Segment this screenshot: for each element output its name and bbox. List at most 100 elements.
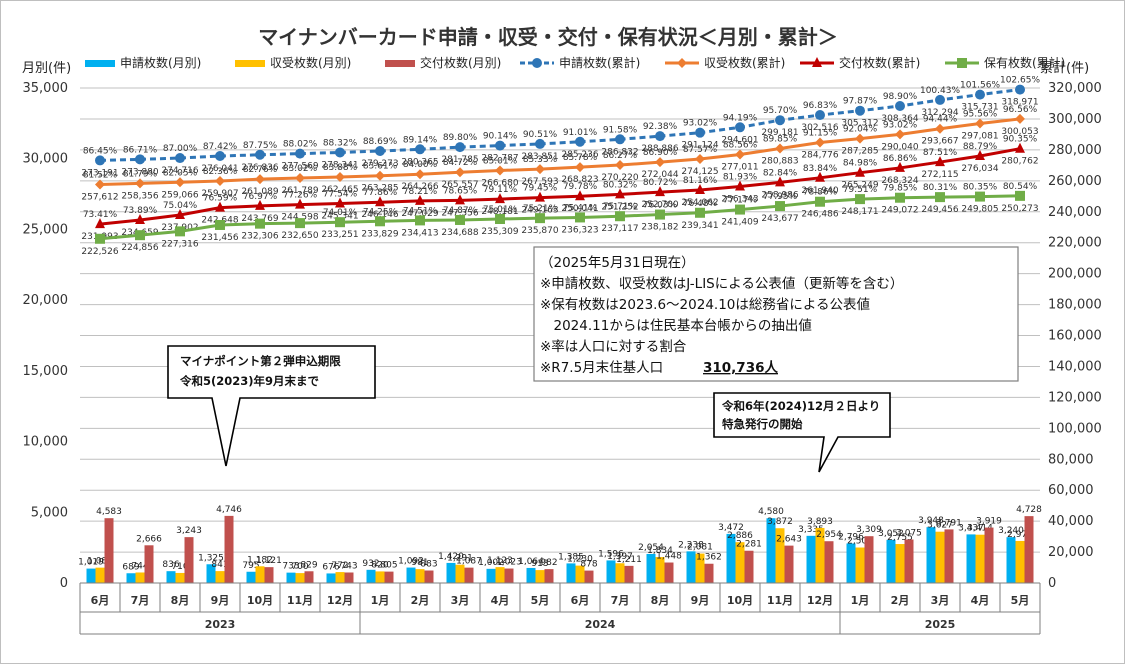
point-5-18 [815, 171, 825, 182]
bar-value-label: 1,362 [696, 553, 722, 563]
point-3-0 [95, 155, 105, 166]
bar-value-label: 820 [371, 560, 388, 570]
point-4-17 [775, 143, 785, 154]
cumulative-value-label: 235,309 [481, 227, 518, 237]
bar-value-label: 689 [122, 562, 139, 572]
rate-label: 92.04% [843, 125, 878, 135]
bar-1-3月 [446, 562, 456, 583]
bar-3-11月 [304, 571, 314, 583]
left-axis-title: 月別(件) [22, 61, 71, 76]
rate-label: 94.19% [723, 113, 758, 123]
bar-2-9月 [215, 571, 225, 583]
bar-3-10月 [264, 567, 274, 583]
bar-1-9月 [686, 551, 696, 583]
note-date: （2025年5月31日現在） [540, 255, 695, 271]
cumulative-value-label: 273,880 [121, 167, 158, 177]
point-6-15 [695, 207, 705, 218]
rate-label: 83.84% [803, 164, 838, 174]
point-6-0 [95, 233, 105, 244]
right-tick-label: 140,000 [1048, 359, 1102, 374]
right-tick-label: 280,000 [1048, 143, 1102, 158]
point-5-6 [335, 197, 345, 208]
cumulative-value-label: 266,680 [481, 178, 518, 188]
rate-label: 79.85% [883, 184, 918, 194]
point-5-8 [415, 194, 425, 205]
rate-label: 76.59% [203, 194, 238, 204]
right-tick-label: 180,000 [1048, 298, 1102, 313]
point-5-19 [855, 166, 865, 177]
rate-label: 96.56% [1003, 105, 1038, 115]
bar-value-label: 3,335 [798, 525, 824, 535]
rate-label: 93.02% [683, 119, 718, 129]
cumulative-value-label: 274,125 [681, 167, 718, 177]
cumulative-value-label: 265,249 [841, 181, 878, 191]
point-6-2 [175, 226, 185, 237]
rate-label: 74.87% [443, 206, 478, 216]
bar-value-label: 932 [362, 559, 379, 569]
rate-label: 86.86% [883, 154, 918, 164]
bar-value-label: 3,472 [718, 523, 744, 533]
cumulative-value-label: 274,716 [161, 166, 198, 176]
bar-1-3月 [926, 527, 936, 583]
cumulative-value-label: 263,285 [361, 184, 398, 194]
cumulative-value-label: 252,700 [641, 200, 678, 210]
callout-express-issue: 令和6年(2024)12月２日より 特急発行の開始 [713, 392, 891, 473]
bar-value-label: 982 [540, 558, 557, 568]
left-tick-label: 20,000 [23, 293, 69, 308]
cumulative-value-label: 261,089 [241, 187, 278, 197]
bar-value-label: 2,081 [687, 543, 713, 553]
rate-label: 76.97% [243, 192, 278, 202]
point-4-16 [735, 149, 745, 160]
rate-label: 86.71% [123, 145, 158, 155]
point-4-3 [215, 175, 225, 186]
callout-deadline-line1: マイナポイント第２弾申込期限 [180, 354, 341, 368]
rate-label: 87.75% [243, 141, 278, 151]
left-axis-ticks: 0 5,000 10,000 15,000 20,000 25,000 30,000 35,0… [23, 81, 69, 591]
rate-label: 75.21% [523, 204, 558, 214]
month-label: 9月 [211, 594, 230, 607]
point-4-12 [575, 162, 585, 173]
bar-3-5月 [544, 569, 554, 583]
cumulative-value-label: 248,181 [481, 207, 518, 217]
rate-label: 100.43% [920, 86, 960, 96]
cumulative-value-label: 251,252 [601, 202, 638, 212]
cumulative-value-label: 249,072 [881, 206, 918, 216]
bar-value-label: 1,291 [447, 554, 473, 564]
bar-3-11月 [784, 545, 794, 583]
rate-label: 87.51% [923, 148, 958, 158]
point-4-13 [615, 160, 625, 171]
bar-value-label: 3,243 [176, 526, 202, 536]
point-6-22 [975, 191, 985, 202]
right-tick-label: 0 [1048, 576, 1056, 591]
right-tick-label: 260,000 [1048, 174, 1102, 189]
point-5-17 [775, 176, 785, 187]
point-6-17 [775, 201, 785, 212]
bar-1-5月 [526, 567, 536, 583]
month-label: 7月 [611, 594, 630, 607]
bar-value-label: 733 [282, 562, 299, 572]
rate-label: 83.61% [363, 162, 398, 172]
rate-label: 80.72% [643, 178, 678, 188]
bar-1-5月 [1006, 537, 1016, 583]
bar-value-label: 829 [300, 560, 317, 570]
cumulative-value-label: 297,081 [961, 131, 998, 141]
point-4-22 [975, 118, 985, 129]
line-6 [99, 194, 1021, 241]
legend-marker-4 [532, 58, 542, 68]
point-4-18 [815, 137, 825, 148]
cumulative-value-label: 256,343 [721, 194, 758, 204]
bar-value-label: 3,052 [878, 529, 904, 539]
cumulative-value-label: 261,940 [801, 186, 838, 196]
line-5 [99, 147, 1021, 226]
bar-2-4月 [495, 567, 505, 583]
cumulative-value-label: 278,341 [321, 160, 358, 170]
cumulative-value-label: 239,341 [681, 221, 718, 231]
month-label: 3月 [451, 594, 470, 607]
cumulative-value-label: 249,163 [521, 206, 558, 216]
cumulative-value-label: 282,787 [481, 154, 518, 164]
bar-1-10月 [726, 533, 736, 583]
point-3-10 [495, 140, 505, 151]
legend-marker-6 [812, 57, 822, 67]
legend-swatch-2 [235, 60, 265, 67]
bar-2-3月 [455, 564, 465, 583]
